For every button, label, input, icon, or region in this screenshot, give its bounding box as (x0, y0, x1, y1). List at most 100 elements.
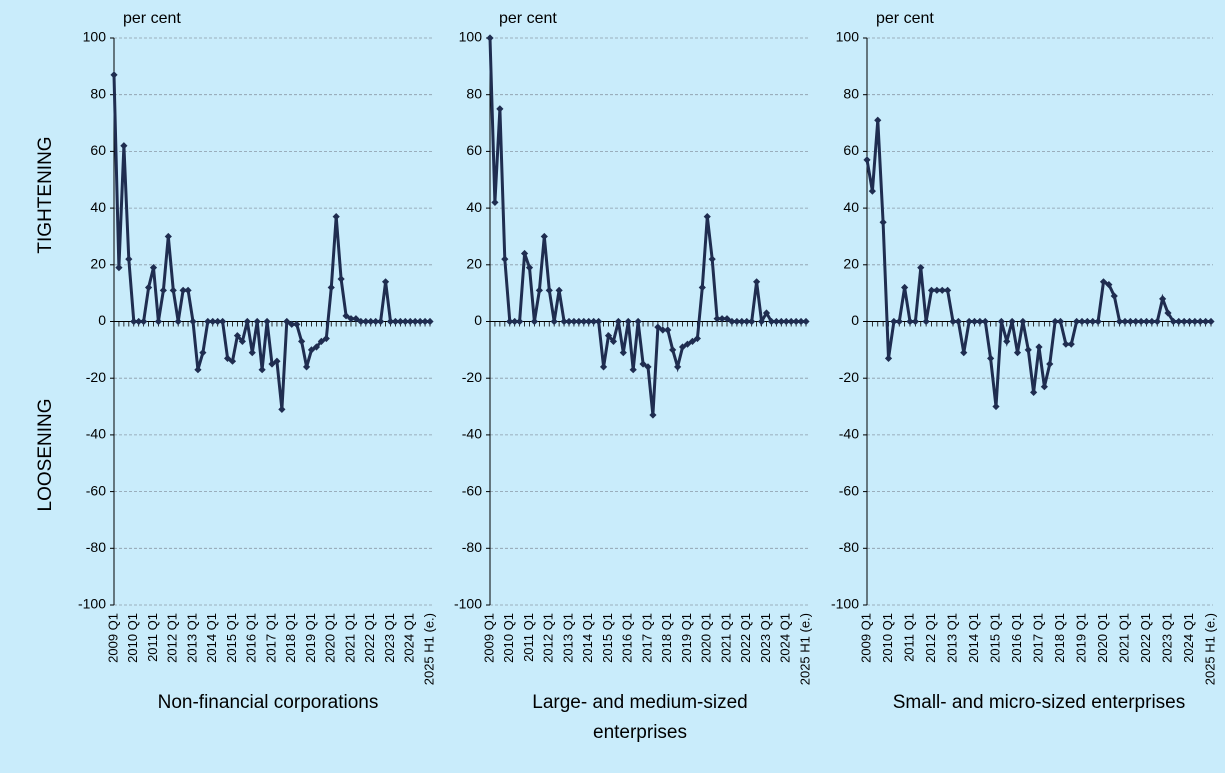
point-marker (535, 286, 543, 294)
point-marker (1056, 317, 1065, 326)
y-tick-label: 80 (466, 85, 482, 101)
point-marker (743, 317, 751, 326)
y-tick-label: 80 (843, 85, 859, 101)
point-marker (391, 317, 400, 326)
point-marker (1207, 317, 1215, 326)
x-tick-label: 2012 Q1 (165, 613, 180, 663)
point-marker (1062, 340, 1070, 348)
x-tick-label: 2015 Q1 (987, 613, 1002, 663)
y-tick-label: -100 (454, 596, 482, 612)
point-marker (560, 317, 568, 326)
point-marker (302, 363, 311, 371)
point-marker (1046, 360, 1054, 368)
point-marker (1191, 317, 1199, 326)
x-tick-label: 2009 Q1 (481, 613, 496, 663)
point-marker (693, 334, 701, 343)
y-tick-label: -60 (839, 482, 859, 498)
point-marker (1175, 317, 1183, 326)
point-marker (149, 264, 158, 272)
point-marker (204, 317, 212, 326)
x-tick-label: 2019 Q1 (679, 613, 694, 663)
point-marker (174, 317, 182, 326)
x-tick-label: 2022 Q1 (1138, 613, 1153, 663)
point-marker (164, 232, 172, 241)
point-marker (263, 317, 271, 326)
point-marker (120, 142, 128, 150)
x-tick-label: 2014 Q1 (204, 613, 219, 663)
point-marker (688, 337, 697, 345)
point-marker (396, 317, 404, 326)
point-marker (362, 317, 370, 326)
point-marker (639, 360, 647, 368)
point-marker (1142, 317, 1151, 326)
x-tick-label: 2019 Q1 (1073, 613, 1088, 663)
point-marker (1051, 317, 1059, 326)
point-marker (110, 71, 118, 79)
x-tick-label: 2021 Q1 (342, 613, 357, 663)
point-marker (698, 283, 706, 292)
point-marker (1164, 309, 1172, 317)
point-marker (762, 309, 771, 317)
point-marker (649, 411, 657, 419)
y-tick-label: 40 (843, 199, 859, 215)
point-marker (332, 213, 340, 221)
x-tick-label: 2025 H1 (e.) (421, 613, 436, 685)
x-tick-label: 2024 Q1 (778, 613, 793, 663)
point-marker (659, 326, 667, 334)
point-marker (590, 317, 598, 326)
point-marker (1024, 346, 1032, 354)
y-tick-label: -80 (86, 539, 106, 555)
point-marker (115, 264, 123, 272)
point-marker (748, 317, 756, 326)
point-marker (987, 354, 995, 362)
point-marker (1019, 317, 1027, 326)
x-tick-label: 2016 Q1 (620, 613, 635, 663)
point-marker (1169, 317, 1177, 326)
x-tick-label: 2010 Q1 (125, 613, 140, 663)
point-marker (1105, 281, 1113, 289)
point-marker (540, 232, 548, 241)
point-marker (976, 317, 984, 326)
point-marker (664, 326, 672, 334)
y-tick-label: 0 (98, 312, 106, 328)
point-marker (357, 317, 365, 326)
point-marker (570, 317, 578, 326)
point-marker (723, 315, 731, 323)
x-tick-label: 2014 Q1 (966, 613, 981, 663)
point-marker (228, 357, 237, 365)
point-marker (312, 343, 321, 351)
point-marker (214, 317, 222, 326)
x-tick-label: 2014 Q1 (580, 613, 595, 663)
point-marker (525, 264, 534, 272)
x-tick-label: 2023 Q1 (758, 613, 773, 663)
point-marker (713, 315, 721, 323)
x-tick-label: 2021 Q1 (1116, 613, 1131, 663)
point-marker (965, 317, 973, 326)
point-marker (624, 317, 632, 326)
point-marker (599, 363, 608, 371)
x-tick-label: 2018 Q1 (283, 613, 298, 663)
series-line (112, 74, 430, 410)
point-marker (1040, 383, 1048, 391)
x-tick-label: 2017 Q1 (639, 613, 654, 663)
point-marker (288, 320, 296, 328)
unit-label: per cent (876, 10, 934, 27)
x-tick-label: 2024 Q1 (1181, 613, 1196, 663)
point-marker (669, 346, 677, 354)
point-marker (678, 343, 687, 351)
point-marker (401, 317, 409, 326)
x-tick-label: 2020 Q1 (1095, 613, 1110, 663)
x-tick-label: 2023 Q1 (382, 613, 397, 663)
point-marker (879, 218, 887, 226)
x-tick-label: 2022 Q1 (738, 613, 753, 663)
y-tick-label: -20 (86, 369, 106, 385)
point-marker (927, 286, 936, 294)
point-marker (890, 317, 898, 326)
point-marker (654, 323, 662, 331)
point-marker (708, 255, 716, 263)
point-marker (416, 317, 424, 326)
point-marker (954, 317, 962, 326)
unit-label: per cent (499, 10, 557, 27)
x-tick-label: 2022 Q1 (362, 613, 377, 663)
